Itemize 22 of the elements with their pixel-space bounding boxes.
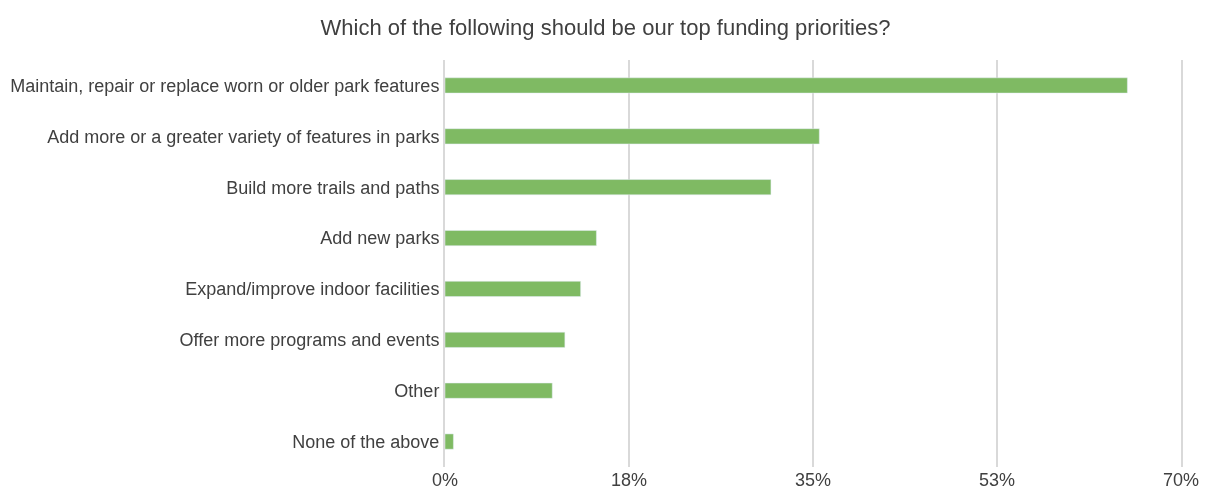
y-tick-label: Build more trails and paths	[226, 177, 440, 198]
y-tick-label: Expand/improve indoor facilities	[185, 279, 440, 300]
x-tick-label: 18%	[610, 470, 648, 490]
x-tick-label: 70%	[1162, 470, 1200, 490]
y-tick-label: Other	[394, 380, 440, 401]
bar	[445, 230, 597, 246]
y-tick-label: Maintain, repair or replace worn or older park features	[10, 75, 440, 96]
x-tick-label: 53%	[978, 470, 1016, 490]
y-tick-label: Add new parks	[320, 228, 440, 249]
bar	[445, 77, 1128, 94]
bar	[445, 382, 553, 399]
x-tick-label: 0%	[431, 470, 459, 490]
bar	[445, 128, 820, 145]
x-tick-label: 35%	[794, 470, 832, 490]
bar	[445, 281, 581, 297]
y-tick-label: Offer more programs and events	[179, 330, 440, 351]
y-tick-label: Add more or a greater variety of features in parks	[47, 126, 440, 147]
chart-title: Which of the following should be our top funding priorities?	[320, 15, 891, 41]
bar	[445, 179, 772, 196]
bar	[445, 331, 566, 348]
y-tick-label: None of the above	[292, 431, 440, 452]
bar	[445, 433, 454, 450]
